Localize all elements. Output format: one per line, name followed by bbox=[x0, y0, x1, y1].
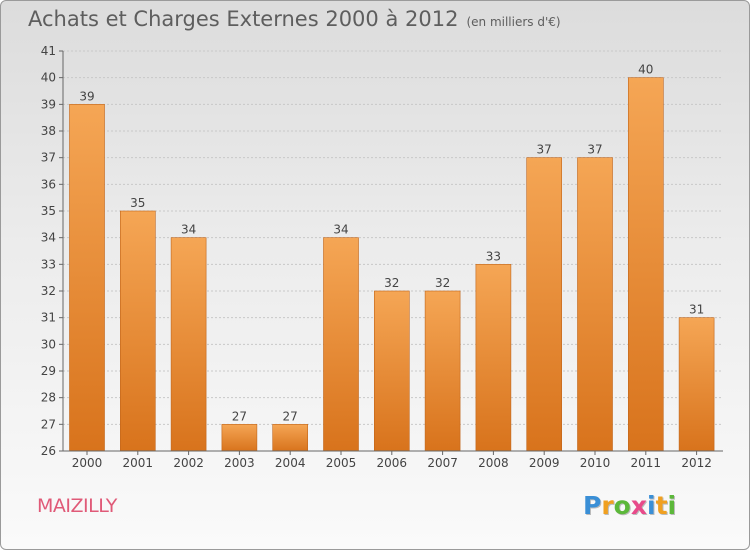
y-tick-label: 32 bbox=[41, 284, 56, 298]
bar-value-label: 34 bbox=[333, 223, 348, 237]
y-tick-label: 27 bbox=[41, 417, 56, 431]
x-tick-label: 2003 bbox=[224, 456, 255, 470]
y-tick-label: 39 bbox=[41, 97, 56, 111]
bar-value-label: 32 bbox=[384, 276, 399, 290]
bar bbox=[69, 104, 105, 452]
y-tick-label: 40 bbox=[41, 71, 56, 85]
bar-value-label: 27 bbox=[283, 409, 298, 423]
x-tick-label: 2006 bbox=[377, 456, 408, 470]
bar bbox=[526, 157, 563, 452]
proxiti-logo: Proxiti bbox=[583, 491, 676, 520]
x-tick-label: 2004 bbox=[275, 456, 306, 470]
bar-value-label: 27 bbox=[232, 409, 247, 423]
bars: 39 35 34 27 27 34 32 32 33 37 37 40 31 bbox=[69, 63, 715, 452]
bar bbox=[678, 317, 715, 452]
bar bbox=[120, 210, 156, 452]
bar bbox=[272, 424, 309, 452]
x-tick-label: 2011 bbox=[631, 456, 662, 470]
bar bbox=[424, 290, 461, 452]
y-tick-label: 29 bbox=[41, 364, 56, 378]
logo-letter: P bbox=[583, 491, 602, 520]
bar-value-label: 32 bbox=[435, 276, 450, 290]
commune-name: MAIZILLY bbox=[37, 495, 117, 517]
logo-letter: i bbox=[647, 491, 656, 520]
bar bbox=[577, 157, 613, 452]
bar bbox=[475, 264, 512, 452]
y-tick-label: 36 bbox=[41, 177, 56, 191]
bar-value-label: 31 bbox=[689, 303, 704, 317]
bar bbox=[323, 237, 359, 452]
axes: 26 27 28 29 30 31 32 33 34 35 36 37 38 39 40 41 2000 2001… bbox=[41, 44, 723, 470]
y-tick-label: 41 bbox=[41, 44, 56, 58]
bar bbox=[627, 77, 664, 452]
x-tick-label: 2001 bbox=[123, 456, 154, 470]
y-tick-label: 31 bbox=[41, 311, 56, 325]
unit-note: (en milliers d'€) bbox=[466, 15, 561, 29]
y-tick-label: 37 bbox=[41, 151, 56, 165]
x-tick-label: 2000 bbox=[72, 456, 103, 470]
y-tick-label: 34 bbox=[41, 231, 56, 245]
x-tick-label: 2002 bbox=[173, 456, 204, 470]
x-tick-label: 2005 bbox=[326, 456, 357, 470]
y-tick-label: 30 bbox=[41, 337, 56, 351]
bar bbox=[373, 290, 410, 452]
bar bbox=[221, 424, 258, 452]
x-tick-label: 2012 bbox=[681, 456, 712, 470]
y-tick-label: 38 bbox=[41, 124, 56, 138]
logo-letter: t bbox=[655, 491, 668, 520]
logo-letter: x bbox=[630, 491, 647, 520]
x-tick-label: 2009 bbox=[529, 456, 560, 470]
bar-value-label: 40 bbox=[638, 63, 653, 77]
bar-value-label: 37 bbox=[537, 143, 552, 157]
bar-value-label: 35 bbox=[130, 196, 145, 210]
x-tick-label: 2010 bbox=[580, 456, 611, 470]
x-tick-label: 2008 bbox=[478, 456, 509, 470]
logo-letter: o bbox=[613, 491, 631, 520]
x-tick-label: 2007 bbox=[427, 456, 458, 470]
y-tick-label: 35 bbox=[41, 204, 56, 218]
y-tick-label: 33 bbox=[41, 257, 56, 271]
bar-value-label: 33 bbox=[486, 249, 501, 263]
bar bbox=[170, 237, 207, 452]
bar-value-label: 34 bbox=[181, 223, 196, 237]
bar-value-label: 37 bbox=[587, 143, 602, 157]
y-tick-label: 28 bbox=[41, 391, 56, 405]
chart-title-text: Achats et Charges Externes 2000 à 2012 bbox=[28, 7, 459, 31]
chart-title: Achats et Charges Externes 2000 à 2012 (e… bbox=[28, 7, 561, 31]
bar-value-label: 39 bbox=[79, 89, 94, 103]
logo-letter: r bbox=[601, 491, 614, 520]
logo-letter: i bbox=[667, 491, 677, 520]
y-tick-label: 26 bbox=[41, 444, 56, 458]
